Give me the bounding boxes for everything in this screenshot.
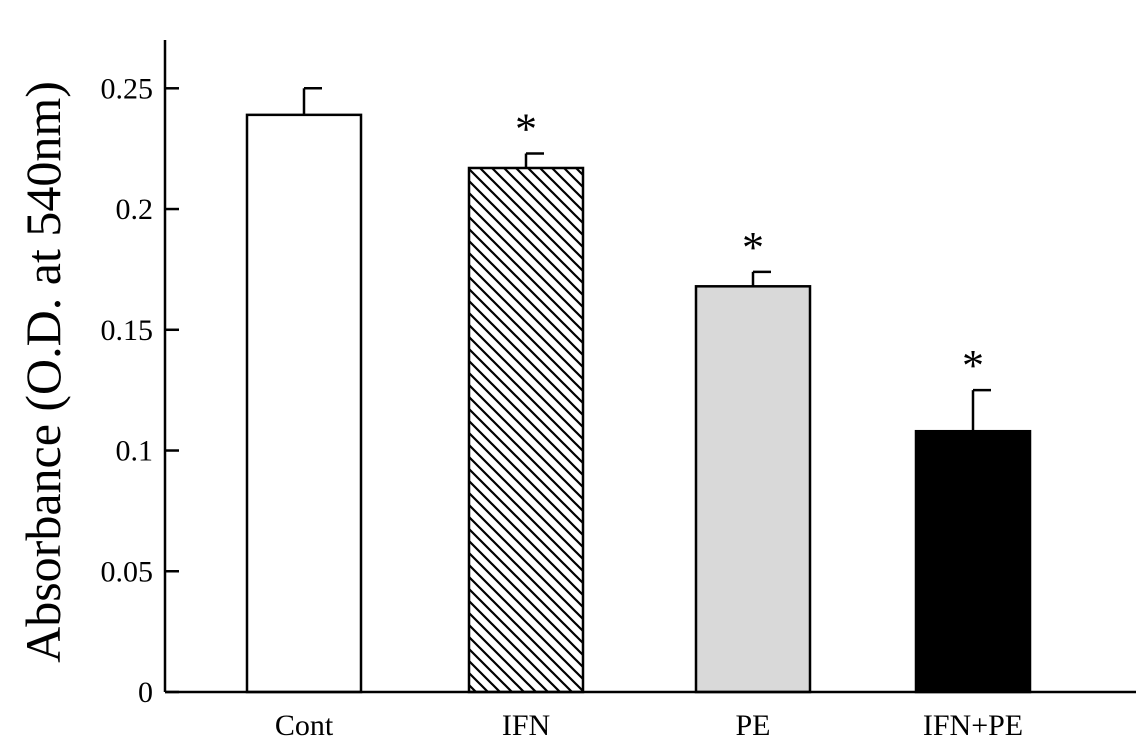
bar-ifn (467, 166, 585, 694)
significance-marker: * (962, 341, 984, 390)
bar-ifn-pe (914, 429, 1032, 694)
y-tick-label: 0.15 (101, 314, 154, 347)
x-category-label: IFN+PE (923, 709, 1023, 742)
y-tick-label: 0.05 (101, 555, 154, 588)
y-axis: 0 0.05 0.1 0.15 0.2 0.25 (101, 40, 179, 709)
y-tick-label: 0.1 (116, 435, 154, 468)
y-tick-label: 0.25 (101, 72, 154, 105)
x-category-label: PE (735, 709, 770, 742)
x-category-label: Cont (275, 709, 334, 742)
significance-marker: * (515, 104, 537, 153)
bar-pe (694, 285, 812, 694)
significance-marker: * (742, 223, 764, 272)
x-axis: Cont IFN PE IFN+PE (165, 690, 1136, 742)
x-category-label: IFN (502, 709, 550, 742)
y-tick-label: 0.2 (116, 193, 154, 226)
y-axis-title: Absorbance (O.D. at 540nm) (15, 81, 71, 663)
bars: * * * (245, 87, 1032, 694)
y-tick-label: 0 (138, 676, 153, 709)
bar-cont (245, 113, 363, 694)
